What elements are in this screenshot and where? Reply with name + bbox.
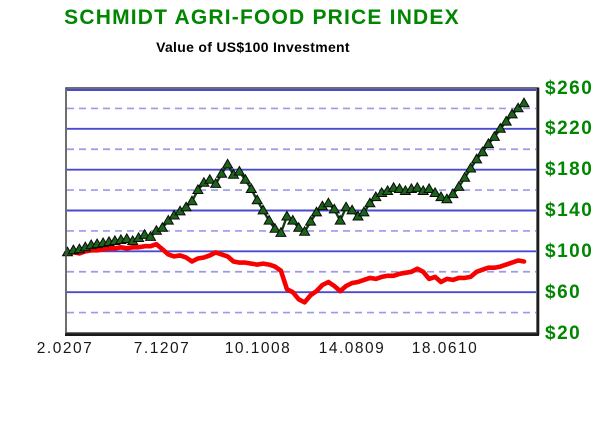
y-axis-tick-label: $180 bbox=[545, 159, 594, 181]
y-axis-tick-label: $60 bbox=[545, 281, 582, 303]
x-axis-tick-label: 7.1207 bbox=[133, 340, 191, 357]
x-axis-tick-label: 14.0809 bbox=[318, 340, 386, 357]
chart-subtitle: Value of US$100 Investment bbox=[156, 39, 350, 55]
y-axis-tick-label: $100 bbox=[545, 240, 594, 262]
x-axis-tick-label: 2.0207 bbox=[36, 340, 94, 357]
chart-title: SCHMIDT AGRI-FOOD PRICE INDEX bbox=[64, 6, 460, 29]
y-axis-tick-label: $260 bbox=[545, 77, 594, 99]
y-axis-tick-label: $220 bbox=[545, 118, 594, 140]
y-axis-tick-label: $140 bbox=[545, 200, 594, 221]
chart-legend: Agri-Food Price Index S&P 500 bbox=[0, 366, 600, 411]
x-axis-tick-label: 18.0610 bbox=[411, 340, 479, 357]
x-axis-tick-label: 10.1008 bbox=[224, 340, 292, 357]
y-axis-tick-label: $20 bbox=[545, 322, 582, 344]
